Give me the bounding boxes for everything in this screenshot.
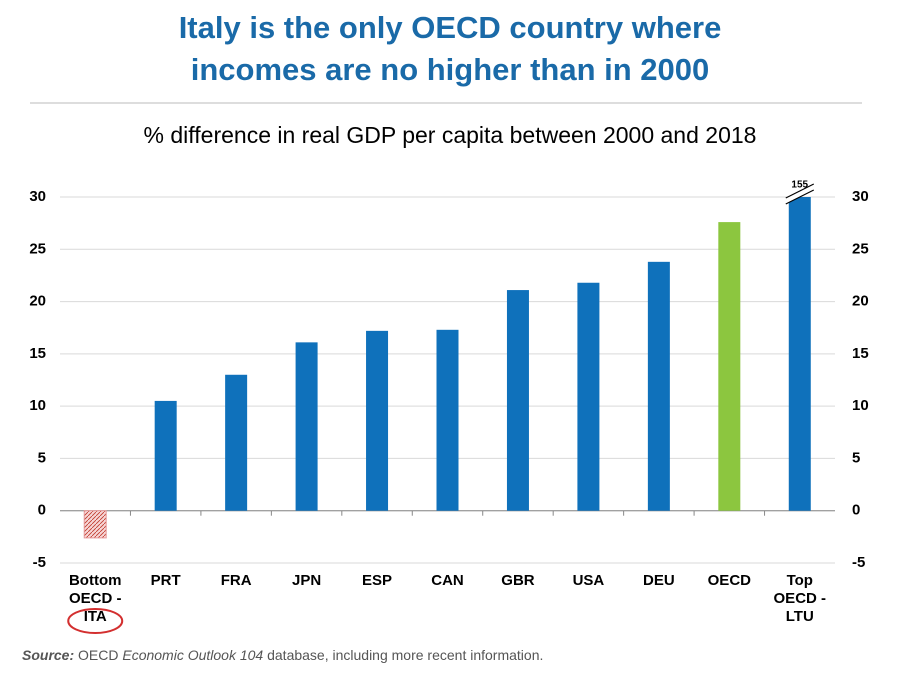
axis-break xyxy=(784,184,815,204)
source: Source: OECD Economic Outlook 104 databa… xyxy=(22,647,543,663)
y2-tick-label: 30 xyxy=(852,188,869,205)
x-tick-label: JPN xyxy=(291,572,322,589)
x-tick-label: FRA xyxy=(220,572,252,589)
y-tick-label: 15 xyxy=(29,345,46,362)
y2-tick-label: 10 xyxy=(852,397,869,414)
bar xyxy=(295,342,318,511)
x-tick-label: Top OECD - LTU xyxy=(773,572,827,625)
y-tick-label: 30 xyxy=(29,188,46,205)
y-tick-label: 25 xyxy=(29,240,46,257)
y2-tick-label: 25 xyxy=(852,240,869,257)
chart-title: incomes are no higher than in 2000 xyxy=(191,52,710,87)
bar xyxy=(506,290,529,511)
axis-break xyxy=(785,189,815,205)
x-tick-label: Bottom OECD - ITA xyxy=(68,572,122,625)
x-tick-label: CAN xyxy=(431,572,464,589)
y-tick-label: -5 xyxy=(33,554,46,571)
x-tick-label: USA xyxy=(572,572,605,589)
y-tick-label: 5 xyxy=(38,449,46,466)
bar xyxy=(366,330,389,511)
y-tick-label: 10 xyxy=(29,397,46,414)
source-text: database, including more recent informat… xyxy=(263,647,543,663)
y2-tick-label: 5 xyxy=(852,449,860,466)
chart-subtitle: % difference in real GDP per capita betw… xyxy=(144,122,757,148)
y-tick-label: 0 xyxy=(38,502,46,519)
x-tick-label: PRT xyxy=(150,572,181,589)
bar xyxy=(788,197,811,511)
axis-break xyxy=(785,183,815,199)
x-tick-label: GBR xyxy=(501,572,535,589)
bar xyxy=(647,261,670,511)
bars xyxy=(83,197,811,539)
x-tick-label: DEU xyxy=(643,572,675,589)
x-tick-label: OECD xyxy=(707,572,751,589)
y2-tick-label: 0 xyxy=(852,502,860,519)
bar xyxy=(83,510,107,539)
y-tick-label: 20 xyxy=(29,293,46,310)
y2-tick-label: -5 xyxy=(852,554,865,571)
y2-tick-label: 15 xyxy=(852,345,869,362)
y2-tick-label: 20 xyxy=(852,293,869,310)
bar xyxy=(154,400,177,511)
bar xyxy=(577,282,600,511)
bar xyxy=(718,222,741,511)
bar xyxy=(436,329,459,511)
value-label: 155 xyxy=(791,180,808,191)
source-label: Source: xyxy=(22,647,74,663)
source-text: Economic Outlook 104 xyxy=(122,647,263,663)
source-text: OECD xyxy=(78,647,122,663)
chart-title: Italy is the only OECD country where xyxy=(179,10,722,45)
bar xyxy=(225,374,248,511)
highlight-circle xyxy=(67,608,124,634)
x-tick-label: ESP xyxy=(362,572,393,589)
